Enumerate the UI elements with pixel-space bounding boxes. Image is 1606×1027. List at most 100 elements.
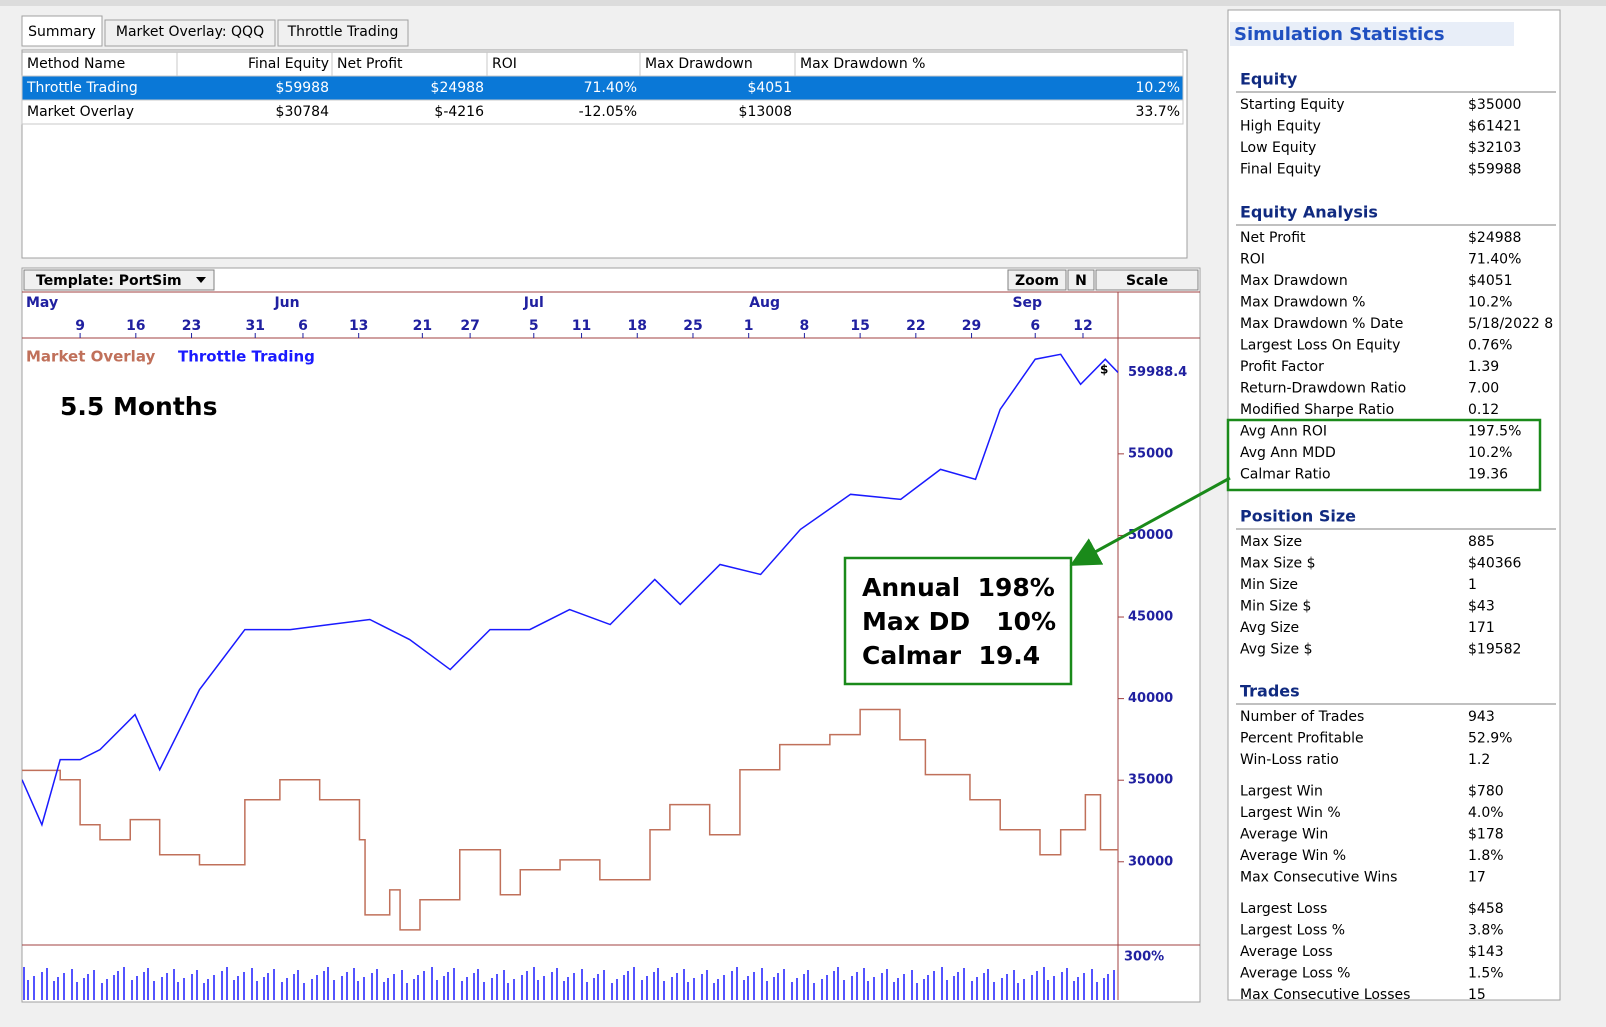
x-month-label: Aug bbox=[749, 295, 780, 311]
stat-value: $19582 bbox=[1468, 642, 1521, 658]
stat-value: 7.00 bbox=[1468, 381, 1499, 397]
stat-label: Percent Profitable bbox=[1240, 731, 1364, 747]
stat-value: 71.40% bbox=[1468, 252, 1521, 268]
activity-bars bbox=[23, 967, 1115, 1000]
stat-value: 52.9% bbox=[1468, 731, 1512, 747]
stat-value: 885 bbox=[1468, 534, 1495, 550]
stat-value: 17 bbox=[1468, 870, 1486, 886]
stat-value: 5/18/2022 8 bbox=[1468, 316, 1553, 332]
column-header: Max Drawdown bbox=[645, 56, 753, 72]
x-tick-label: 6 bbox=[1030, 318, 1040, 334]
series-line bbox=[22, 353, 1118, 827]
table-row[interactable] bbox=[21, 75, 1184, 101]
stat-label: Average Loss % bbox=[1240, 966, 1350, 982]
callout-line: Max DD 10% bbox=[862, 607, 1056, 636]
x-tick-label: 31 bbox=[245, 318, 264, 334]
template-dropdown[interactable] bbox=[23, 269, 215, 291]
stat-label: Largest Loss On Equity bbox=[1240, 338, 1400, 354]
toolbar-button[interactable] bbox=[1007, 269, 1067, 291]
stat-label: Max Size bbox=[1240, 534, 1302, 550]
top-strip bbox=[0, 0, 1606, 6]
legend-entry: Market Overlay bbox=[26, 348, 155, 366]
stat-label: High Equity bbox=[1240, 119, 1321, 135]
tab[interactable] bbox=[104, 19, 276, 47]
x-tick-label: 18 bbox=[628, 318, 647, 334]
stat-value: $59988 bbox=[1468, 162, 1521, 178]
table-cell: $13008 bbox=[739, 104, 792, 120]
table-cell: $30784 bbox=[276, 104, 330, 120]
stat-value: $143 bbox=[1468, 944, 1504, 960]
table-cell: 71.40% bbox=[584, 80, 637, 96]
x-tick-label: 21 bbox=[413, 318, 432, 334]
stat-label: Largest Loss bbox=[1240, 901, 1327, 917]
toolbar-button-label[interactable]: Zoom bbox=[1015, 273, 1059, 289]
stat-value: 10.2% bbox=[1468, 445, 1512, 461]
stat-value: 0.12 bbox=[1468, 402, 1499, 418]
stat-label: Low Equity bbox=[1240, 140, 1316, 156]
table-cell: Throttle Trading bbox=[26, 80, 138, 96]
stat-label: Number of Trades bbox=[1240, 709, 1364, 725]
section-heading: Equity Analysis bbox=[1240, 203, 1378, 222]
x-tick-label: 25 bbox=[683, 318, 702, 334]
last-value-label: 59988.4 bbox=[1128, 365, 1187, 380]
y-tick-label: 45000 bbox=[1128, 610, 1173, 625]
callout-line: Calmar 19.4 bbox=[862, 641, 1040, 670]
template-label[interactable]: Template: PortSim bbox=[36, 273, 182, 289]
toolbar-button[interactable] bbox=[1095, 269, 1199, 291]
x-month-label: Jun bbox=[273, 295, 299, 311]
stat-label: Avg Size bbox=[1240, 620, 1299, 636]
stat-label: ROI bbox=[1240, 252, 1265, 268]
stat-label: Max Drawdown % bbox=[1240, 295, 1366, 311]
stat-value: 1 bbox=[1468, 577, 1477, 593]
tab-label[interactable]: Throttle Trading bbox=[287, 24, 399, 40]
tab[interactable] bbox=[21, 15, 103, 47]
stats-panel bbox=[1227, 9, 1561, 1001]
x-tick-label: 16 bbox=[126, 318, 145, 334]
table-row[interactable] bbox=[21, 99, 1184, 125]
column-header: Max Drawdown % bbox=[800, 56, 926, 72]
tab-label[interactable]: Summary bbox=[28, 24, 96, 40]
stat-value: 1.5% bbox=[1468, 966, 1504, 982]
lower-panel bbox=[23, 967, 1115, 1000]
stat-value: 1.8% bbox=[1468, 848, 1504, 864]
stat-value: $780 bbox=[1468, 784, 1504, 800]
y-tick-label: 55000 bbox=[1128, 446, 1173, 461]
stat-value: 15 bbox=[1468, 987, 1486, 1003]
tab-label[interactable]: Market Overlay: QQQ bbox=[116, 24, 264, 40]
x-tick-label: 27 bbox=[460, 318, 479, 334]
x-tick-label: 23 bbox=[182, 318, 201, 334]
tab[interactable] bbox=[277, 19, 409, 47]
section-heading: Trades bbox=[1240, 682, 1300, 701]
x-tick-label: 1 bbox=[744, 318, 754, 334]
callout-line: Annual 198% bbox=[862, 573, 1055, 602]
column-header: Final Equity bbox=[248, 56, 329, 72]
stat-value: 1.2 bbox=[1468, 752, 1490, 768]
stat-label: Largest Loss % bbox=[1240, 923, 1345, 939]
x-tick-label: 8 bbox=[800, 318, 810, 334]
x-tick-label: 12 bbox=[1073, 318, 1092, 334]
lower-panel-label: 300% bbox=[1124, 950, 1164, 965]
y-tick-label: 30000 bbox=[1128, 854, 1173, 869]
toolbar-button-label[interactable]: N bbox=[1075, 273, 1087, 289]
stats-title: Simulation Statistics bbox=[1234, 24, 1445, 45]
stat-label: Max Drawdown % Date bbox=[1240, 316, 1403, 332]
stat-value: $24988 bbox=[1468, 230, 1521, 246]
stat-value: $40366 bbox=[1468, 556, 1522, 572]
toolbar-button[interactable] bbox=[1067, 269, 1095, 291]
highlight-box bbox=[1226, 418, 1542, 492]
column-header: Net Profit bbox=[337, 56, 403, 72]
toolbar-button-label[interactable]: Scale bbox=[1126, 273, 1168, 289]
stat-label: Average Win % bbox=[1240, 848, 1346, 864]
table-cell: $59988 bbox=[276, 80, 329, 96]
stat-value: 1.39 bbox=[1468, 359, 1499, 375]
table-cell: $4051 bbox=[747, 80, 792, 96]
callout-box bbox=[843, 556, 1073, 686]
stat-label: Modified Sharpe Ratio bbox=[1240, 402, 1394, 418]
x-tick-label: 5 bbox=[529, 318, 539, 334]
stat-label: Starting Equity bbox=[1240, 97, 1345, 113]
callout-arrow bbox=[1069, 476, 1231, 566]
y-tick-label: 35000 bbox=[1128, 773, 1173, 788]
stat-label: Min Size bbox=[1240, 577, 1298, 593]
stat-value: 197.5% bbox=[1468, 424, 1521, 440]
stat-label: Avg Ann MDD bbox=[1240, 445, 1336, 461]
